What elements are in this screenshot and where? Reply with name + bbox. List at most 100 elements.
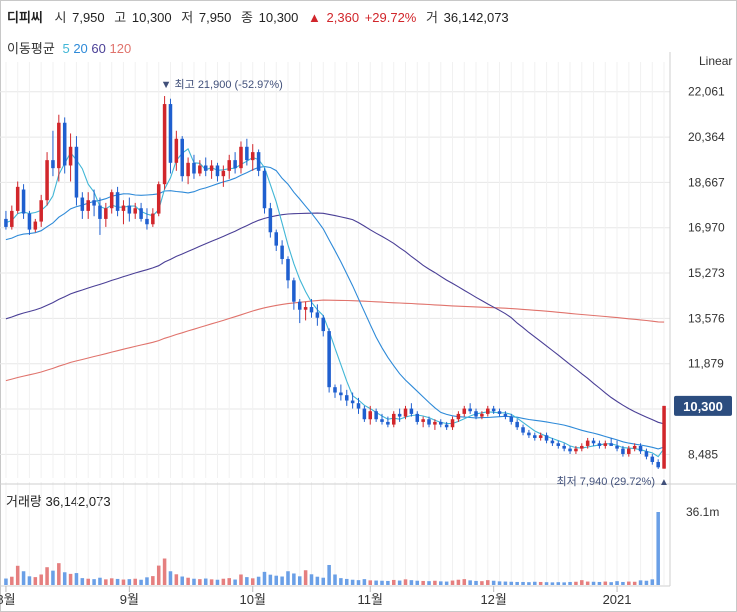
candle-body bbox=[180, 138, 184, 177]
volume-bar bbox=[439, 581, 443, 585]
candle-body bbox=[609, 443, 613, 446]
y-tick-label: 22,061 bbox=[688, 85, 725, 99]
volume-bar bbox=[227, 578, 231, 585]
close-value: 10,300 bbox=[258, 10, 299, 25]
scale-mode-label[interactable]: Linear bbox=[699, 54, 733, 68]
volume-bar bbox=[409, 580, 414, 585]
candle-body bbox=[151, 213, 155, 225]
candle-body bbox=[127, 205, 132, 214]
volume-bar bbox=[151, 576, 155, 585]
candle-body bbox=[456, 413, 461, 420]
candle-body bbox=[98, 205, 102, 219]
volume-bar bbox=[121, 579, 126, 585]
candle-body bbox=[497, 411, 502, 414]
candle-body bbox=[486, 408, 490, 414]
candle-body bbox=[450, 419, 455, 428]
high-value: 10,300 bbox=[131, 10, 172, 25]
close-label: 종 bbox=[241, 10, 253, 25]
candle-body bbox=[533, 435, 537, 438]
change-up-icon: ▲ bbox=[308, 10, 321, 25]
volume-bar bbox=[468, 580, 472, 585]
candle-body bbox=[162, 104, 167, 185]
candle-body bbox=[57, 122, 61, 169]
candle-body bbox=[21, 189, 26, 214]
volume-bar bbox=[491, 580, 496, 585]
volume-value: 36,142,073 bbox=[443, 10, 509, 25]
volume-bar bbox=[92, 579, 96, 585]
ma-20-legend[interactable]: 20 bbox=[73, 41, 88, 56]
volume-bar bbox=[98, 577, 102, 585]
volume-bar bbox=[209, 579, 214, 585]
volume-bar bbox=[538, 581, 543, 585]
candle-body bbox=[568, 448, 572, 452]
volume-axis-label: 36.1m bbox=[686, 505, 719, 519]
volume-bar bbox=[303, 570, 308, 585]
volume-bar bbox=[591, 581, 596, 585]
candle-body bbox=[409, 408, 414, 414]
ma-120-line bbox=[5, 299, 665, 382]
volume-bar bbox=[250, 578, 255, 585]
volume-bar bbox=[344, 578, 349, 585]
volume-panel-title: 거래량 36,142,073 bbox=[6, 491, 111, 510]
volume-bar bbox=[4, 578, 8, 585]
candle-body bbox=[4, 218, 8, 227]
low-value: 7,950 bbox=[198, 10, 232, 25]
volume-bar bbox=[462, 579, 467, 585]
candle-body bbox=[86, 200, 90, 211]
volume-bar bbox=[362, 579, 367, 585]
candle-body bbox=[597, 443, 602, 446]
candle-body bbox=[62, 122, 67, 166]
x-tick-label: 12월 bbox=[480, 592, 506, 607]
stock-name: 디피씨 bbox=[7, 10, 43, 25]
low-marker: 최저 7,940 (29.72%) bbox=[556, 475, 655, 488]
volume-panel-value: 36,142,073 bbox=[45, 494, 111, 509]
volume-bar bbox=[615, 581, 619, 585]
volume-bar bbox=[421, 580, 425, 585]
candle-body bbox=[245, 146, 249, 161]
volume-bar bbox=[192, 578, 196, 585]
volume-bar bbox=[368, 580, 373, 585]
candle-body bbox=[632, 445, 637, 449]
volume-bar bbox=[339, 578, 343, 585]
moving-average-legend: 이동평균 5 20 60 120 bbox=[7, 38, 131, 57]
volume-bar bbox=[433, 580, 437, 585]
candle-body bbox=[368, 411, 373, 420]
x-tick-label: 11월 bbox=[358, 592, 383, 607]
x-tick-label: 10월 bbox=[240, 592, 266, 607]
candle-body bbox=[321, 317, 326, 332]
candle-body bbox=[374, 411, 378, 420]
candle-body bbox=[644, 451, 649, 457]
candle-body bbox=[621, 448, 625, 454]
volume-bar bbox=[380, 580, 384, 585]
candle-body bbox=[92, 200, 96, 206]
volume-bar bbox=[503, 581, 508, 585]
volume-bar bbox=[139, 579, 143, 585]
volume-bar bbox=[350, 579, 355, 585]
candle-body bbox=[538, 435, 543, 438]
volume-bar bbox=[74, 573, 79, 585]
candle-body bbox=[39, 200, 43, 222]
ma-60-legend[interactable]: 60 bbox=[91, 41, 106, 56]
ma-5-legend[interactable]: 5 bbox=[62, 41, 70, 56]
candle-body bbox=[256, 152, 261, 171]
candle-body bbox=[603, 443, 608, 446]
volume-bar bbox=[156, 565, 161, 585]
ma-5-line bbox=[5, 148, 665, 458]
volume-bar bbox=[198, 579, 202, 585]
volume-bar bbox=[497, 581, 502, 585]
candle-body bbox=[344, 395, 349, 401]
candle-body bbox=[198, 165, 202, 174]
volume-bar bbox=[292, 573, 296, 585]
open-value: 7,950 bbox=[72, 10, 105, 25]
current-price-tag bbox=[674, 395, 732, 416]
volume-bar bbox=[10, 576, 14, 585]
volume-bar bbox=[556, 582, 561, 585]
volume-bar bbox=[268, 574, 273, 585]
candle-body bbox=[133, 208, 137, 214]
ma-120-legend[interactable]: 120 bbox=[109, 41, 132, 56]
volume-bar bbox=[474, 580, 478, 585]
candle-body bbox=[168, 104, 173, 163]
volume-bar bbox=[632, 581, 637, 585]
volume-bar bbox=[286, 571, 290, 585]
